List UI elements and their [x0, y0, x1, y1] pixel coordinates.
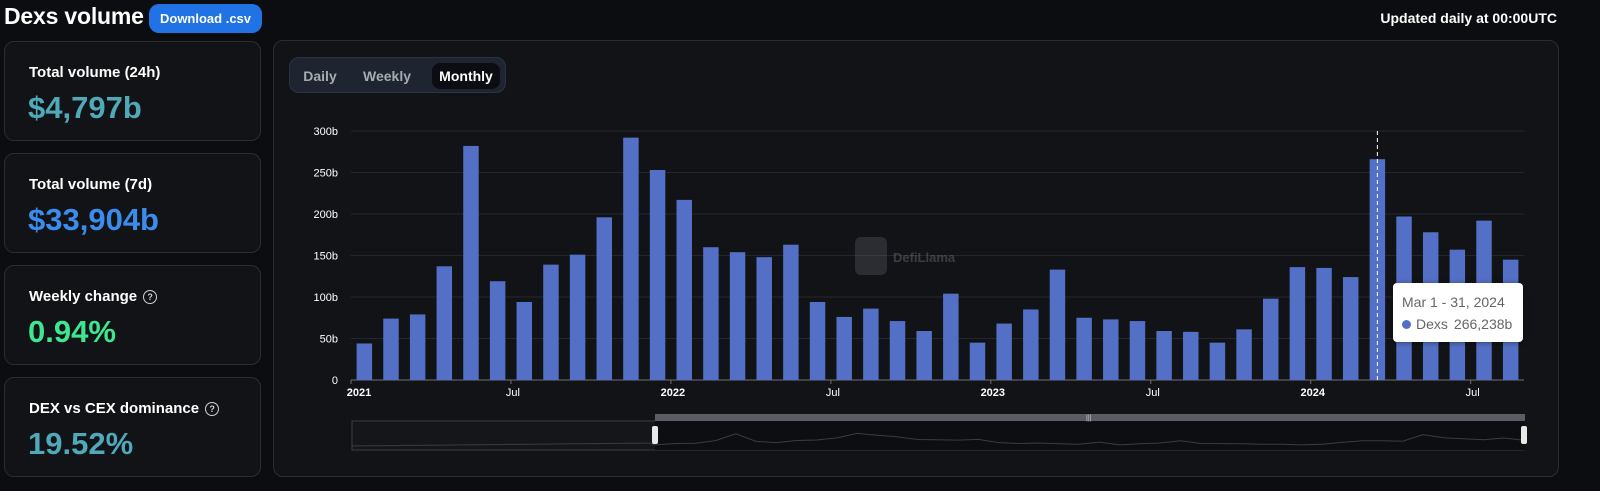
watermark-text: DefiLlama [893, 250, 956, 265]
slider-sparkline [351, 432, 1525, 447]
bar-2024-02[interactable] [1342, 277, 1359, 380]
bar-2021-03[interactable] [409, 314, 426, 380]
toggle-monthly[interactable]: Monthly [432, 63, 500, 89]
slider-selected-area [655, 421, 1525, 450]
chart-tooltip: Mar 1 - 31, 2024 Dexs 266,238b [1393, 283, 1523, 342]
y-tick-label: 0 [332, 375, 338, 387]
toggle-weekly[interactable]: Weekly [363, 68, 411, 84]
period-toggle: Daily Weekly Monthly [289, 57, 506, 93]
bar-2023-01[interactable] [996, 323, 1012, 380]
bar-2022-11[interactable] [943, 293, 959, 380]
bar-2022-05[interactable] [783, 244, 799, 380]
bar-2021-06[interactable] [489, 281, 506, 380]
bar-2024-03[interactable] [1369, 159, 1386, 380]
stat-card-volume-7d: Total volume (7d) $33,904b [4, 153, 261, 253]
bar-2023-06[interactable] [1129, 321, 1146, 380]
bar-2021-09[interactable] [569, 254, 586, 380]
x-tick-label: 2021 [347, 387, 371, 399]
slider-range-bar [655, 414, 1525, 421]
bar-2021-10[interactable] [596, 217, 612, 380]
updated-notice: Updated daily at 00:00UTC [1380, 10, 1557, 26]
x-tick-label: Jul [1146, 387, 1160, 399]
bar-2023-12[interactable] [1289, 267, 1306, 380]
bar-2023-09[interactable] [1209, 342, 1226, 380]
bar-2021-12[interactable] [649, 170, 666, 380]
y-tick-label: 200b [314, 209, 338, 221]
page-title: Dexs volume [4, 3, 144, 29]
download-csv-button[interactable]: Download .csv [149, 4, 262, 33]
bar-2022-02[interactable] [703, 247, 719, 380]
stat-card-volume-24h: Total volume (24h) $4,797b [4, 41, 261, 141]
stat-value: $33,904b [28, 202, 159, 237]
bar-2023-07[interactable] [1156, 331, 1172, 380]
stat-label: Total volume (24h) [29, 64, 161, 81]
stat-label: Total volume (7d) [29, 176, 153, 193]
tooltip-value: 266,238b [1453, 316, 1513, 332]
bar-2021-01[interactable] [356, 343, 373, 380]
slider-grip-icon: ||| [1086, 415, 1092, 422]
bar-2021-05[interactable] [463, 145, 479, 380]
stat-card-dex-cex-dominance: DEX vs CEX dominance? 19.52% [4, 377, 261, 477]
slider-right-handle[interactable] [1521, 426, 1527, 444]
bar-2021-11[interactable] [623, 137, 639, 380]
defillama-watermark: DefiLlama [855, 237, 956, 275]
bar-2021-07[interactable] [516, 301, 533, 380]
bar-2022-07[interactable] [836, 316, 852, 380]
y-tick-label: 250b [314, 168, 338, 180]
llama-logo-icon [855, 237, 887, 275]
bar-2021-02[interactable] [383, 318, 399, 380]
bar-2022-06[interactable] [809, 301, 826, 380]
bar-2023-10[interactable] [1236, 329, 1252, 380]
bar-2023-05[interactable] [1103, 319, 1119, 380]
stat-label: DEX vs CEX dominance? [29, 400, 220, 417]
bar-2023-08[interactable] [1183, 331, 1199, 380]
tooltip-series: Dexs [1416, 316, 1448, 332]
page-header: Dexs volume Download .csv Updated daily … [0, 0, 1600, 36]
bar-2023-02[interactable] [1023, 309, 1039, 380]
y-tick-label: 150b [314, 251, 338, 263]
bar-2022-09[interactable] [889, 321, 906, 380]
zoom-slider[interactable]: ||| [351, 414, 1527, 451]
bar-2022-04[interactable] [756, 257, 772, 380]
help-icon[interactable]: ? [143, 290, 158, 304]
bar-2022-01[interactable] [676, 199, 692, 380]
bar-2021-04[interactable] [436, 266, 453, 380]
y-tick-label: 100b [314, 292, 338, 304]
bar-2023-11[interactable] [1263, 298, 1279, 380]
y-axis-labels: 0 50b 100b 150b 200b 250b 300b [314, 126, 338, 387]
stat-label-text: Weekly change [29, 288, 138, 305]
chart-panel [273, 40, 1559, 477]
x-tick-label: Jul [1466, 387, 1480, 399]
help-icon[interactable]: ? [205, 402, 220, 416]
bar-2022-10[interactable] [916, 331, 932, 380]
x-tick-label: Jul [506, 387, 520, 399]
tooltip-row: Dexs 266,238b [1402, 316, 1512, 332]
stat-label: Weekly change? [29, 288, 158, 305]
bar-2022-12[interactable] [969, 342, 986, 380]
bar-2023-03[interactable] [1049, 269, 1066, 380]
stat-label-text: DEX vs CEX dominance [29, 400, 200, 417]
stat-value: 0.94% [28, 314, 116, 349]
stat-value: $4,797b [28, 90, 142, 125]
stat-card-weekly-change: Weekly change? 0.94% [4, 265, 261, 365]
bar-2021-08[interactable] [543, 264, 559, 380]
tooltip-date: Mar 1 - 31, 2024 [1402, 294, 1505, 310]
x-tick-label: 2023 [981, 387, 1005, 399]
x-tick-label: 2022 [661, 387, 685, 399]
series-dot-icon [1402, 320, 1411, 329]
toggle-daily[interactable]: Daily [303, 68, 337, 84]
bar-2022-03[interactable] [729, 252, 746, 380]
x-axis-labels: 2021 Jul 2022 Jul 2023 Jul 2024 Jul [347, 380, 1480, 399]
y-tick-label: 50b [320, 334, 338, 346]
bar-2022-08[interactable] [863, 308, 879, 380]
bar-2024-01[interactable] [1316, 267, 1332, 380]
slider-left-handle[interactable] [652, 426, 658, 444]
x-tick-label: 2024 [1300, 387, 1325, 399]
y-tick-label: 300b [314, 126, 338, 138]
bar-2023-04[interactable] [1076, 317, 1092, 380]
x-tick-label: Jul [826, 387, 840, 399]
stat-value: 19.52% [28, 426, 134, 461]
